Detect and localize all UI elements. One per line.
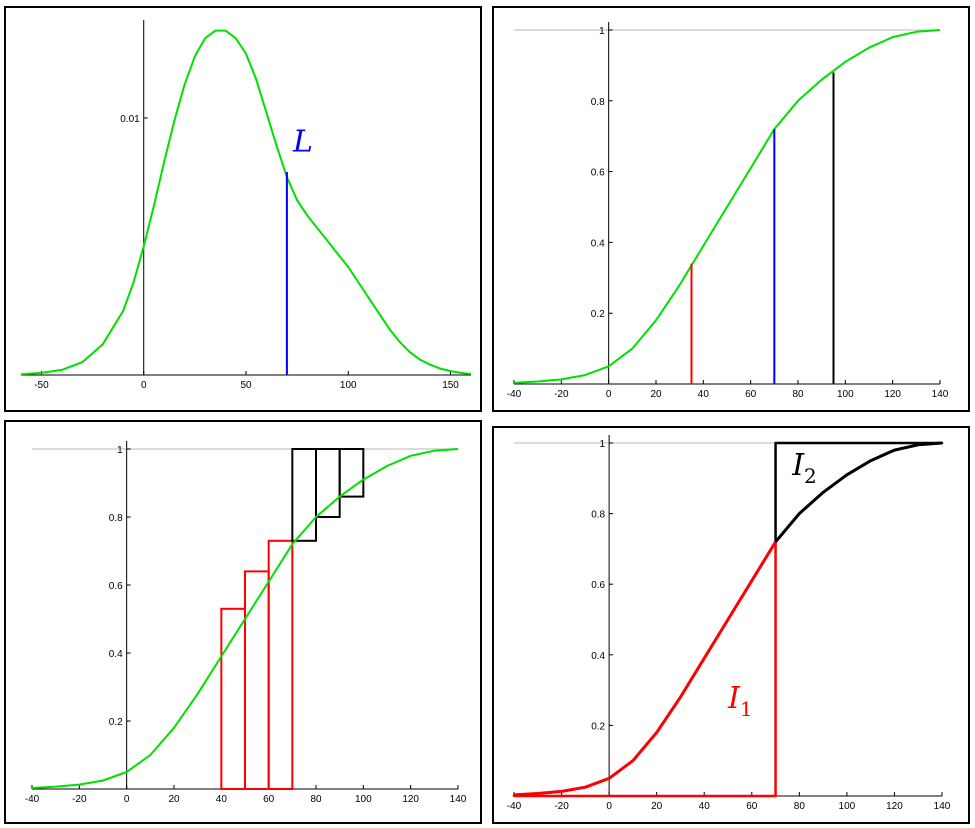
y-tick-label: 0.4 bbox=[109, 649, 123, 660]
x-tick-label: 0 bbox=[606, 389, 612, 400]
x-tick-label: 100 bbox=[340, 380, 357, 391]
approx-rectangle-2 bbox=[267, 539, 294, 790]
annotation-subscript: 2 bbox=[804, 464, 817, 488]
y-tick-label: 0.8 bbox=[591, 97, 605, 108]
y-tick-label: 0.8 bbox=[109, 513, 123, 524]
x-tick-label: 20 bbox=[650, 389, 662, 400]
cdf-integral-chart: -40 -20 0 20 40 60 80 100 120 1400.20.40.60.81I1I… bbox=[507, 435, 951, 812]
x-tick-label: -40 bbox=[507, 801, 522, 812]
x-tick-label: 120 bbox=[884, 389, 901, 400]
x-tick-label: 140 bbox=[932, 389, 949, 400]
x-tick-label: 140 bbox=[450, 794, 467, 805]
x-tick-label: 100 bbox=[837, 389, 854, 400]
series-curve-0 bbox=[31, 448, 459, 789]
density-chart: -50 0 50 100 150 0.01 L bbox=[20, 20, 472, 391]
x-tick-label: -20 bbox=[554, 801, 569, 812]
approx-rectangle-5 bbox=[338, 448, 365, 498]
y-tick-label: 0.6 bbox=[591, 580, 605, 591]
annotation-subscript: 1 bbox=[740, 697, 753, 721]
x-tick-label: 20 bbox=[651, 801, 663, 812]
x-tick-label: 80 bbox=[310, 794, 322, 805]
y-tick-label: 0.2 bbox=[109, 717, 123, 728]
x-tick-label: 20 bbox=[168, 794, 180, 805]
y-tick-label: 0.2 bbox=[591, 721, 605, 732]
integral-region-I1 bbox=[512, 540, 777, 798]
x-tick-label: 0 bbox=[124, 794, 130, 805]
x-tick-label: -20 bbox=[72, 794, 87, 805]
x-tick-label: 60 bbox=[745, 389, 757, 400]
x-tick-label: -50 bbox=[34, 380, 49, 391]
x-tick-label: 80 bbox=[792, 389, 804, 400]
cdf-rectangles-panel: -40 -20 0 20 40 60 80 100 120 140 0.2 0.4 0.6 0.8 1 bbox=[4, 420, 482, 824]
annotation-label: I2 bbox=[791, 448, 817, 488]
density-plot-panel: -50 0 50 100 150 0.01 L bbox=[4, 6, 482, 412]
y-tick-label: 0.6 bbox=[591, 168, 605, 179]
annotation-label: L bbox=[292, 124, 313, 159]
x-tick-label: 120 bbox=[402, 794, 419, 805]
series-curve-0 bbox=[513, 29, 941, 384]
x-tick-label: 40 bbox=[698, 389, 710, 400]
approx-rectangle-1 bbox=[244, 570, 270, 790]
x-tick-label: 40 bbox=[699, 801, 711, 812]
x-tick-label: 40 bbox=[216, 794, 228, 805]
x-tick-label: 120 bbox=[886, 801, 903, 812]
x-tick-label: 80 bbox=[794, 801, 806, 812]
x-tick-label: 140 bbox=[934, 801, 951, 812]
x-tick-label: 100 bbox=[355, 794, 372, 805]
cdf-integral-regions-panel: -40 -20 0 20 40 60 80 100 120 140 0.2 0.4 0.6 0.8 1 I1 I… bbox=[492, 426, 970, 824]
series-curve-0 bbox=[20, 29, 472, 376]
y-tick-label: 0.2 bbox=[591, 309, 605, 320]
series-curve-1 bbox=[774, 441, 943, 543]
y-tick-label: 0.4 bbox=[591, 651, 605, 662]
annotation-label: I1 bbox=[727, 681, 753, 721]
y-tick-label: 0.8 bbox=[591, 510, 605, 521]
x-tick-label: 50 bbox=[240, 380, 252, 391]
x-tick-label: 150 bbox=[442, 380, 459, 391]
x-tick-label: -40 bbox=[25, 794, 40, 805]
y-tick-label: 0.01 bbox=[120, 114, 140, 125]
x-tick-label: -20 bbox=[554, 389, 569, 400]
x-tick-label: 0 bbox=[141, 380, 147, 391]
y-tick-label: 1 bbox=[117, 445, 123, 456]
y-tick-label: 1 bbox=[600, 439, 606, 450]
cdf-plot-panel: -40 -20 0 20 40 60 80 100 120 140 0.2 0.4 0.6 0.8 1 bbox=[492, 6, 970, 412]
approx-rectangle-3 bbox=[291, 448, 318, 542]
y-tick-label: 0.6 bbox=[109, 581, 123, 592]
y-tick-label: 1 bbox=[599, 26, 605, 37]
cdf-chart: -40 -20 0 20 40 60 80 100 120 140 0.2 0.4 0.6 0.8 1 bbox=[507, 22, 949, 400]
cdf-rectangles-chart: -40 -20 0 20 40 60 80 100 120 140 0.2 0.4 0.6 0.8 1 bbox=[25, 441, 467, 805]
x-tick-label: 100 bbox=[839, 801, 856, 812]
x-tick-label: -40 bbox=[507, 389, 522, 400]
y-tick-label: 0.4 bbox=[591, 238, 605, 249]
x-tick-label: 60 bbox=[263, 794, 275, 805]
x-tick-label: 0 bbox=[606, 801, 612, 812]
x-tick-label: 60 bbox=[746, 801, 758, 812]
series-curve-0 bbox=[513, 541, 777, 797]
